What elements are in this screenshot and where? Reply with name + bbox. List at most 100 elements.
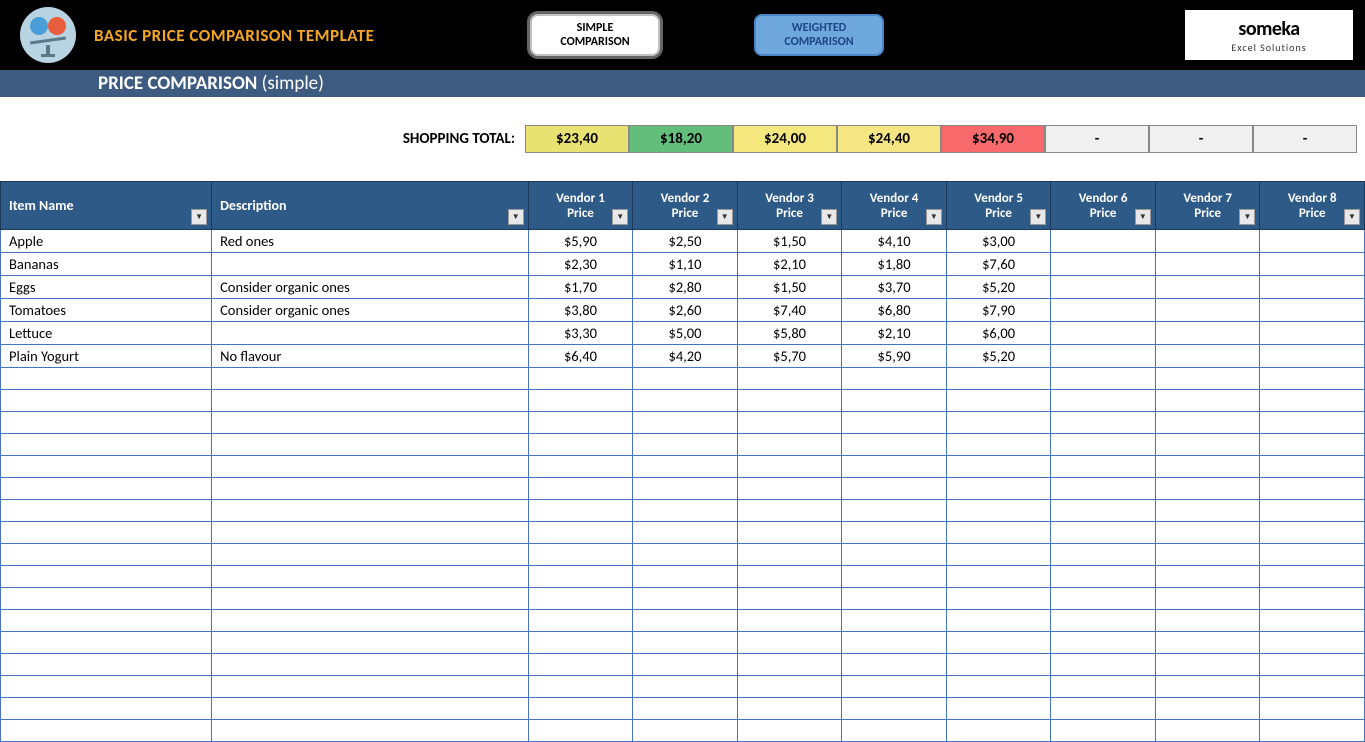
cell-empty[interactable] [946, 698, 1051, 720]
cell-empty[interactable] [633, 654, 738, 676]
cell-empty[interactable] [737, 566, 842, 588]
cell-price-vendor-1[interactable]: $6,40 [528, 345, 633, 368]
cell-empty[interactable] [1051, 368, 1156, 390]
cell-empty[interactable] [1155, 390, 1260, 412]
cell-description[interactable] [212, 253, 529, 276]
cell-empty[interactable] [528, 720, 633, 742]
cell-price-vendor-5[interactable]: $7,90 [946, 299, 1051, 322]
cell-price-vendor-3[interactable]: $2,10 [737, 253, 842, 276]
cell-empty[interactable] [737, 390, 842, 412]
cell-empty[interactable] [1, 588, 212, 610]
cell-empty[interactable] [1155, 412, 1260, 434]
cell-price-vendor-3[interactable]: $7,40 [737, 299, 842, 322]
cell-price-vendor-7[interactable] [1155, 276, 1260, 299]
cell-empty[interactable] [946, 368, 1051, 390]
cell-empty[interactable] [1260, 654, 1365, 676]
cell-empty[interactable] [1260, 456, 1365, 478]
cell-empty[interactable] [212, 544, 529, 566]
cell-price-vendor-7[interactable] [1155, 345, 1260, 368]
cell-empty[interactable] [842, 368, 947, 390]
cell-price-vendor-6[interactable] [1051, 230, 1156, 253]
filter-button[interactable]: ▼ [191, 209, 207, 225]
cell-empty[interactable] [737, 588, 842, 610]
cell-empty[interactable] [528, 500, 633, 522]
cell-item-name[interactable]: Plain Yogurt [1, 345, 212, 368]
cell-empty[interactable] [1155, 676, 1260, 698]
cell-empty[interactable] [842, 412, 947, 434]
cell-empty[interactable] [1051, 566, 1156, 588]
cell-empty[interactable] [1, 434, 212, 456]
cell-empty[interactable] [946, 522, 1051, 544]
cell-empty[interactable] [737, 456, 842, 478]
cell-empty[interactable] [633, 412, 738, 434]
filter-button[interactable]: ▼ [1030, 209, 1046, 225]
cell-price-vendor-2[interactable]: $4,20 [633, 345, 738, 368]
cell-empty[interactable] [633, 500, 738, 522]
cell-empty[interactable] [1260, 368, 1365, 390]
cell-empty[interactable] [1, 610, 212, 632]
filter-button[interactable]: ▼ [508, 209, 524, 225]
cell-empty[interactable] [528, 456, 633, 478]
cell-price-vendor-1[interactable]: $1,70 [528, 276, 633, 299]
cell-empty[interactable] [1260, 698, 1365, 720]
cell-empty[interactable] [842, 544, 947, 566]
cell-empty[interactable] [633, 434, 738, 456]
cell-empty[interactable] [842, 610, 947, 632]
cell-empty[interactable] [842, 632, 947, 654]
cell-empty[interactable] [1051, 544, 1156, 566]
cell-empty[interactable] [946, 434, 1051, 456]
cell-price-vendor-8[interactable] [1260, 230, 1365, 253]
cell-empty[interactable] [212, 500, 529, 522]
cell-price-vendor-3[interactable]: $5,70 [737, 345, 842, 368]
cell-empty[interactable] [528, 434, 633, 456]
cell-empty[interactable] [1051, 456, 1156, 478]
cell-empty[interactable] [528, 544, 633, 566]
cell-empty[interactable] [1155, 434, 1260, 456]
cell-empty[interactable] [633, 368, 738, 390]
cell-empty[interactable] [633, 522, 738, 544]
cell-empty[interactable] [212, 654, 529, 676]
cell-empty[interactable] [946, 566, 1051, 588]
filter-button[interactable]: ▼ [612, 209, 628, 225]
cell-empty[interactable] [528, 654, 633, 676]
cell-price-vendor-8[interactable] [1260, 276, 1365, 299]
cell-empty[interactable] [1155, 610, 1260, 632]
cell-price-vendor-7[interactable] [1155, 253, 1260, 276]
cell-empty[interactable] [737, 368, 842, 390]
cell-empty[interactable] [1051, 500, 1156, 522]
cell-empty[interactable] [1260, 412, 1365, 434]
cell-empty[interactable] [946, 500, 1051, 522]
cell-price-vendor-5[interactable]: $6,00 [946, 322, 1051, 345]
cell-empty[interactable] [946, 720, 1051, 742]
cell-price-vendor-5[interactable]: $3,00 [946, 230, 1051, 253]
cell-price-vendor-1[interactable]: $2,30 [528, 253, 633, 276]
cell-empty[interactable] [737, 654, 842, 676]
cell-item-name[interactable]: Lettuce [1, 322, 212, 345]
cell-price-vendor-4[interactable]: $4,10 [842, 230, 947, 253]
cell-empty[interactable] [1155, 698, 1260, 720]
cell-empty[interactable] [633, 566, 738, 588]
cell-empty[interactable] [1, 500, 212, 522]
cell-empty[interactable] [1260, 632, 1365, 654]
cell-empty[interactable] [528, 478, 633, 500]
cell-empty[interactable] [1051, 654, 1156, 676]
cell-empty[interactable] [1, 720, 212, 742]
cell-empty[interactable] [1155, 588, 1260, 610]
cell-empty[interactable] [1051, 390, 1156, 412]
cell-empty[interactable] [633, 456, 738, 478]
cell-empty[interactable] [1260, 522, 1365, 544]
cell-empty[interactable] [842, 588, 947, 610]
cell-empty[interactable] [1, 632, 212, 654]
cell-empty[interactable] [1155, 544, 1260, 566]
cell-empty[interactable] [528, 610, 633, 632]
cell-empty[interactable] [737, 434, 842, 456]
cell-price-vendor-2[interactable]: $2,80 [633, 276, 738, 299]
cell-empty[interactable] [737, 720, 842, 742]
cell-empty[interactable] [1155, 632, 1260, 654]
cell-empty[interactable] [737, 412, 842, 434]
cell-empty[interactable] [946, 610, 1051, 632]
filter-button[interactable]: ▼ [717, 209, 733, 225]
cell-empty[interactable] [1, 676, 212, 698]
cell-empty[interactable] [842, 500, 947, 522]
cell-empty[interactable] [842, 522, 947, 544]
